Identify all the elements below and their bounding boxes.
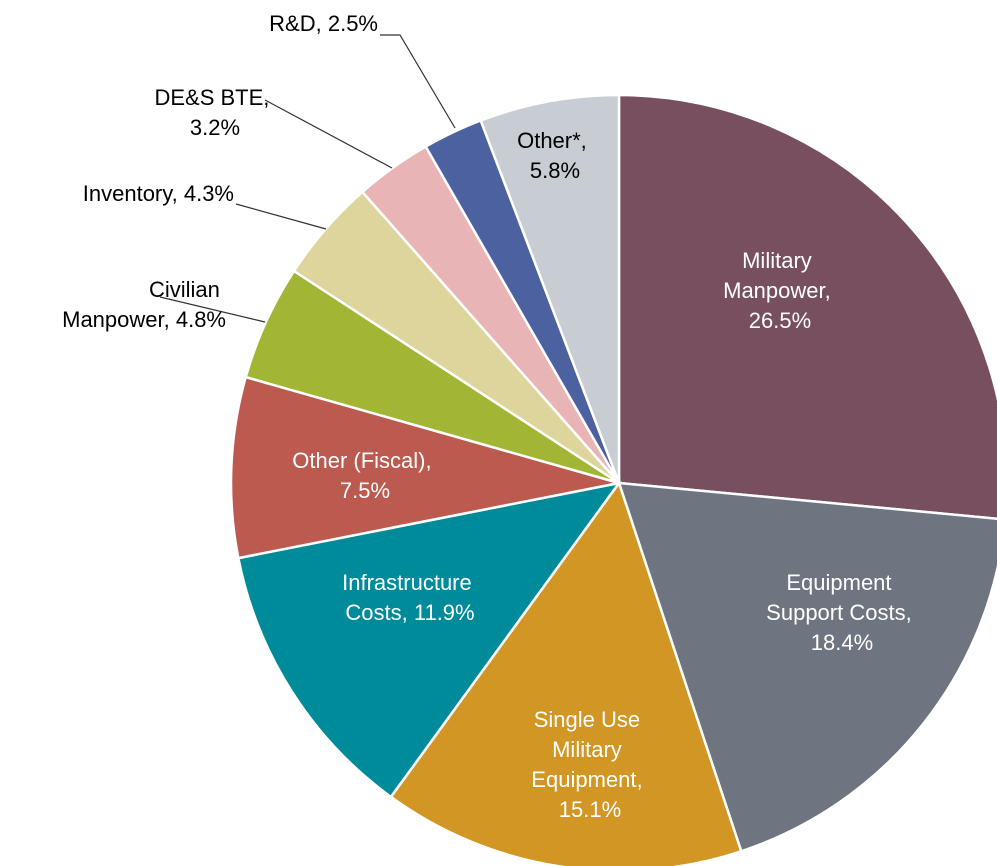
pie-slice [229, 375, 620, 560]
leader-line [235, 203, 327, 230]
pie-slice [617, 93, 997, 520]
label-line: Manpower, 4.8% [62, 307, 226, 332]
pie-slice [479, 93, 621, 484]
data-label: R&D, 2.5% [269, 11, 378, 36]
leader-line [264, 99, 393, 169]
leader-line [159, 296, 266, 323]
label-line: Single Use [534, 707, 647, 732]
label-line: Equipment, [531, 767, 648, 792]
data-label: Inventory, 4.3% [83, 181, 234, 206]
label-line: Equipment [786, 570, 897, 595]
label-line: 7.5% [340, 478, 390, 503]
label-line: Other (Fiscal), [292, 448, 437, 473]
data-label: Equipment Support Costs, 18.4% [766, 570, 918, 655]
data-label: Infrastructure Costs, 11.9% [342, 570, 478, 625]
label-line: Civilian [149, 277, 226, 302]
label-line: 3.2% [190, 115, 240, 140]
label-line: Military [742, 248, 818, 273]
label-line: 26.5% [749, 308, 811, 333]
pie-slice [236, 481, 622, 799]
label-line: Support Costs, [766, 600, 918, 625]
data-label: Single Use Military Equipment, 15.1% [531, 707, 648, 822]
label-line: R&D, 2.5% [269, 11, 378, 36]
label-line: Manpower, [723, 278, 837, 303]
label-line: Infrastructure [342, 570, 478, 595]
label-line: Inventory, 4.3% [83, 181, 234, 206]
label-line: 5.8% [530, 158, 580, 183]
label-line: Military [552, 737, 628, 762]
pie-slice [389, 480, 743, 866]
data-label: Other*, 5.8% [517, 128, 593, 183]
data-label: DE&S BTE, 3.2% [154, 85, 275, 140]
label-line: 15.1% [559, 797, 621, 822]
label-line: Other*, [517, 128, 593, 153]
data-label: Civilian Manpower, 4.8% [62, 277, 226, 332]
label-line: Costs, 11.9% [345, 600, 474, 625]
label-line: DE&S BTE, [154, 85, 275, 110]
label-line: 18.4% [811, 630, 873, 655]
data-label: Military Manpower, 26.5% [723, 248, 837, 333]
data-label: Other (Fiscal), 7.5% [292, 448, 437, 503]
leader-line [380, 34, 456, 129]
